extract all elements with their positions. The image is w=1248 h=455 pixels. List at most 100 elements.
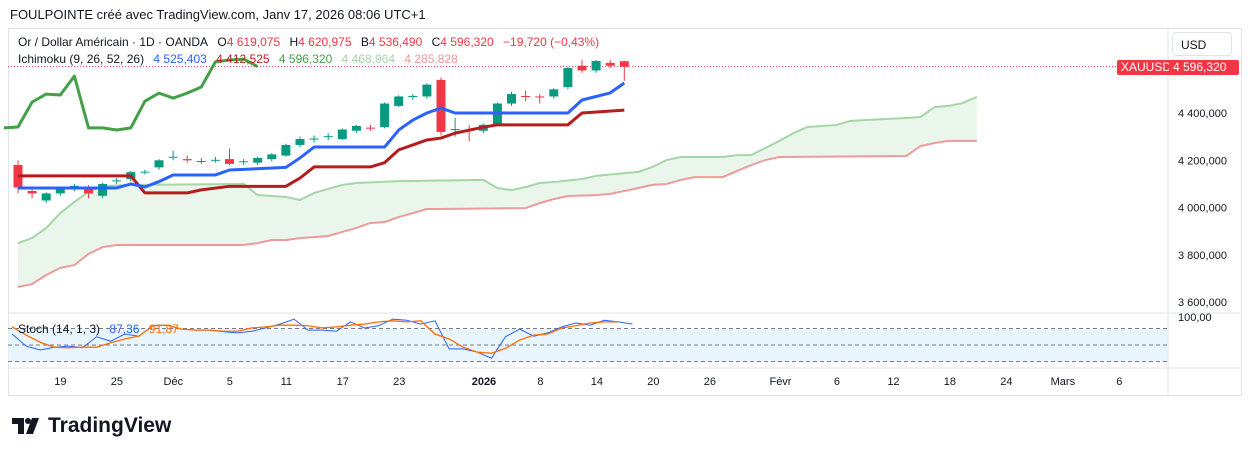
candle-body [351, 126, 361, 131]
open-value: 4 619,075 [226, 35, 281, 49]
time-tick: Déc [164, 376, 184, 388]
tradingview-logo-icon [12, 418, 39, 434]
candle [154, 159, 164, 170]
candle-body [168, 156, 178, 158]
candle [507, 91, 516, 106]
candle [140, 169, 150, 175]
chart-frame[interactable] [8, 28, 1242, 396]
candle-body [309, 138, 319, 140]
candle [535, 94, 545, 104]
close-value: 4 596,320 [440, 35, 494, 49]
candle [337, 128, 347, 141]
candle [591, 59, 601, 73]
tradingview-logo[interactable]: TradingView [12, 414, 171, 438]
time-tick: 6 [1116, 376, 1122, 388]
symbol-name[interactable]: Or / Dollar Américain · 1D · OANDA [18, 35, 209, 49]
price-tick: 4 000,000 [1178, 203, 1227, 215]
time-tick: 23 [393, 376, 405, 388]
ichimoku-legend[interactable]: Ichimoku (9, 26, 52, 26) 4 525,403 4 412… [18, 52, 464, 66]
change-value: −19,720 (−0,43%) [503, 35, 600, 49]
price-tick: 4 200,000 [1178, 155, 1227, 167]
symbol-legend: Or / Dollar Américain · 1D · OANDA O4 61… [18, 35, 605, 49]
time-tick: 17 [337, 376, 349, 388]
candle [380, 102, 390, 129]
candle [281, 143, 291, 157]
time-tick: 12 [887, 376, 899, 388]
kijun-value: 4 412,525 [216, 52, 270, 66]
candle-body [337, 129, 347, 140]
candle-body [408, 95, 418, 97]
candle-body [507, 94, 516, 104]
time-tick: 19 [54, 376, 66, 388]
candle [309, 135, 319, 143]
candle [577, 59, 587, 73]
brand-name: TradingView [48, 414, 172, 437]
close-label: C [431, 35, 441, 49]
tenkan-value: 4 525,403 [153, 52, 207, 66]
candle [239, 159, 249, 166]
time-tick: 14 [591, 376, 603, 388]
candle-body [84, 188, 93, 194]
currency-button[interactable]: USD [1172, 32, 1232, 56]
time-tick: 25 [111, 376, 123, 388]
low-value: 4 536,490 [368, 35, 423, 49]
high-label: H [289, 35, 299, 49]
candle-body [69, 185, 79, 187]
stoch-legend[interactable]: Stoch (14, 1, 3) 87,36 91,87 [18, 322, 185, 336]
candle-body [577, 65, 587, 71]
candle-body [281, 144, 291, 156]
candle [253, 156, 263, 166]
chikou-line [3, 57, 259, 132]
kijun-line [18, 108, 625, 195]
candle [267, 153, 277, 162]
candle-body [535, 96, 545, 98]
candle-body [619, 61, 629, 67]
time-tick: 18 [944, 376, 956, 388]
ichimoku-label: Ichimoku (9, 26, 52, 26) [18, 52, 145, 66]
price-tick: 3 600,000 [1178, 297, 1227, 309]
stoch-tick: 100,00 [1178, 312, 1212, 324]
candle-body [436, 79, 446, 132]
span-b-value: 4 285,828 [404, 52, 458, 66]
candle [323, 133, 333, 141]
low-label: B [360, 35, 369, 49]
price-tick: 3 800,000 [1178, 250, 1227, 262]
candle [351, 124, 361, 134]
candle-body [295, 139, 305, 145]
chart-title: FOULPOINTE créé avec TradingView.com, Ja… [10, 7, 426, 22]
candle-body [239, 161, 249, 163]
time-tick: 5 [227, 376, 233, 388]
candle [98, 182, 108, 199]
candle-body [225, 159, 234, 164]
time-tick: 24 [1000, 376, 1012, 388]
tenkan-line [18, 81, 626, 190]
candle-body [182, 159, 192, 161]
open-label: O [217, 35, 227, 49]
candle-body [422, 84, 432, 97]
candle-body [366, 127, 375, 129]
candle [464, 124, 474, 142]
candle [436, 77, 446, 136]
candle-body [112, 180, 122, 182]
candle-body [154, 160, 164, 168]
candle-body [41, 193, 51, 201]
time-tick: 11 [281, 376, 292, 388]
candle [196, 157, 206, 164]
time-tick: 26 [704, 376, 716, 388]
candle-body [27, 191, 37, 194]
time-tick: Févr [769, 376, 791, 388]
candle-body [140, 171, 150, 173]
candle-body [394, 96, 404, 106]
stoch-label: Stoch (14, 1, 3) [18, 322, 101, 336]
candle [225, 148, 234, 166]
candle-body [591, 60, 601, 71]
stoch-d-line [11, 320, 619, 354]
candle [605, 59, 615, 69]
candle [619, 60, 629, 81]
candle-body [605, 62, 615, 66]
time-tick: 2026 [472, 376, 496, 388]
time-tick: 6 [834, 376, 840, 388]
candle-body [253, 157, 263, 163]
candle [521, 90, 531, 102]
